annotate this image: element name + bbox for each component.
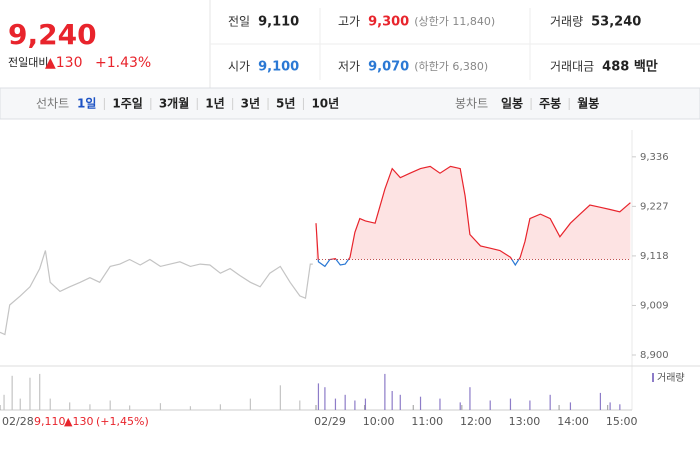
x-tick-label: 15:00 xyxy=(606,415,638,428)
volume-bar xyxy=(249,398,251,410)
volume-bar xyxy=(29,377,31,410)
stat-note: (하한가 6,380) xyxy=(414,59,488,73)
period-tab[interactable]: 3년 xyxy=(241,97,260,111)
stat-value: 9,070 xyxy=(368,60,409,75)
volume-bar xyxy=(279,385,281,410)
stat-value: 9,110 xyxy=(258,15,299,30)
stat-label: 거래량 xyxy=(550,15,583,29)
volume-bar xyxy=(49,398,51,410)
change-percent: +1.43% xyxy=(95,55,151,71)
x-tick-label: 02/29 xyxy=(314,415,346,428)
volume-bar xyxy=(439,398,441,410)
volume-bar xyxy=(11,375,13,410)
volume-bar xyxy=(299,400,301,410)
change-value: ▲130 xyxy=(45,55,83,71)
x-tick-label: 10:00 xyxy=(363,415,395,428)
period-tab[interactable]: 1년 xyxy=(205,97,224,111)
period-tab[interactable]: 1주일 xyxy=(112,97,142,111)
legend-label: 거래량 xyxy=(657,372,685,384)
stat-value: 53,240 xyxy=(591,15,641,30)
volume-bar xyxy=(39,373,41,410)
x-tick-label: 02/28 xyxy=(2,415,34,428)
stat-label: 저가 xyxy=(338,60,360,74)
price-line xyxy=(0,250,313,336)
volume-bar xyxy=(509,398,512,410)
volume-bar xyxy=(619,404,621,410)
volume-bar xyxy=(159,403,162,410)
change-label: 전일대비 xyxy=(8,55,48,69)
period-tab[interactable]: 1일 xyxy=(77,97,96,111)
stat-value: 9,100 xyxy=(258,60,299,75)
volume-bar xyxy=(3,394,5,410)
volume-bar xyxy=(459,402,461,410)
stat-label: 시가 xyxy=(228,60,250,74)
current-price: 9,240 xyxy=(8,18,97,51)
volume-bar xyxy=(334,398,337,410)
volume-bar xyxy=(419,396,422,410)
volume-bar xyxy=(364,398,367,410)
x-tick-label: 12:00 xyxy=(460,415,492,428)
volume-bar xyxy=(384,373,386,410)
candle-tab[interactable]: 월봉 xyxy=(577,96,599,111)
volume-bar xyxy=(599,392,601,410)
legend-swatch xyxy=(652,373,654,382)
volume-bar xyxy=(189,406,192,410)
y-tick-label: 9,009 xyxy=(640,300,669,311)
tab-group-label: 봉차트 xyxy=(455,97,488,111)
stat-label: 전일 xyxy=(228,15,250,29)
volume-bar xyxy=(219,404,221,410)
period-tab[interactable]: 10년 xyxy=(311,97,339,111)
volume-bar xyxy=(399,394,401,410)
tab-bar xyxy=(0,87,700,120)
price-line-up xyxy=(315,165,631,260)
volume-bar xyxy=(129,405,131,410)
period-tab[interactable]: 3개월 xyxy=(159,96,189,111)
volume-bar xyxy=(317,383,320,410)
x-tick-label: 11:00 xyxy=(411,415,443,428)
footer-price: 9,110 xyxy=(34,415,66,428)
y-tick-label: 9,227 xyxy=(640,201,669,212)
volume-bar xyxy=(109,400,111,410)
volume-bar xyxy=(549,394,551,410)
volume-bar xyxy=(569,402,572,410)
volume-bar xyxy=(324,387,326,410)
volume-bar xyxy=(19,398,21,410)
volume-bar xyxy=(391,391,393,410)
footer-change: ▲130 xyxy=(64,415,93,428)
stat-value: 488 백만 xyxy=(602,59,658,75)
volume-bar xyxy=(354,400,356,410)
price-line-down xyxy=(317,259,520,268)
stat-value: 9,300 xyxy=(368,15,409,30)
x-tick-label: 14:00 xyxy=(557,415,589,428)
y-tick-label: 9,336 xyxy=(640,152,669,163)
stat-label: 고가 xyxy=(338,15,360,29)
volume-bar xyxy=(344,394,346,410)
period-tab[interactable]: 5년 xyxy=(276,97,295,111)
candle-tab[interactable]: 주봉 xyxy=(539,97,561,111)
volume-bar xyxy=(489,400,491,410)
stat-label: 거래대금 xyxy=(550,60,594,74)
x-tick-label: 13:00 xyxy=(509,415,541,428)
volume-bar xyxy=(469,387,471,410)
volume-bar xyxy=(69,402,71,410)
volume-bar xyxy=(89,404,91,410)
tab-group-label: 선차트 xyxy=(36,97,69,111)
candle-tab[interactable]: 일봉 xyxy=(501,97,523,111)
y-tick-label: 8,900 xyxy=(640,350,669,361)
y-tick-label: 9,118 xyxy=(640,251,669,262)
stat-note: (상한가 11,840) xyxy=(414,15,495,28)
volume-bar xyxy=(609,402,611,410)
footer-percent: (+1,45%) xyxy=(96,415,149,428)
price-area xyxy=(316,166,631,260)
volume-bar xyxy=(529,400,531,410)
